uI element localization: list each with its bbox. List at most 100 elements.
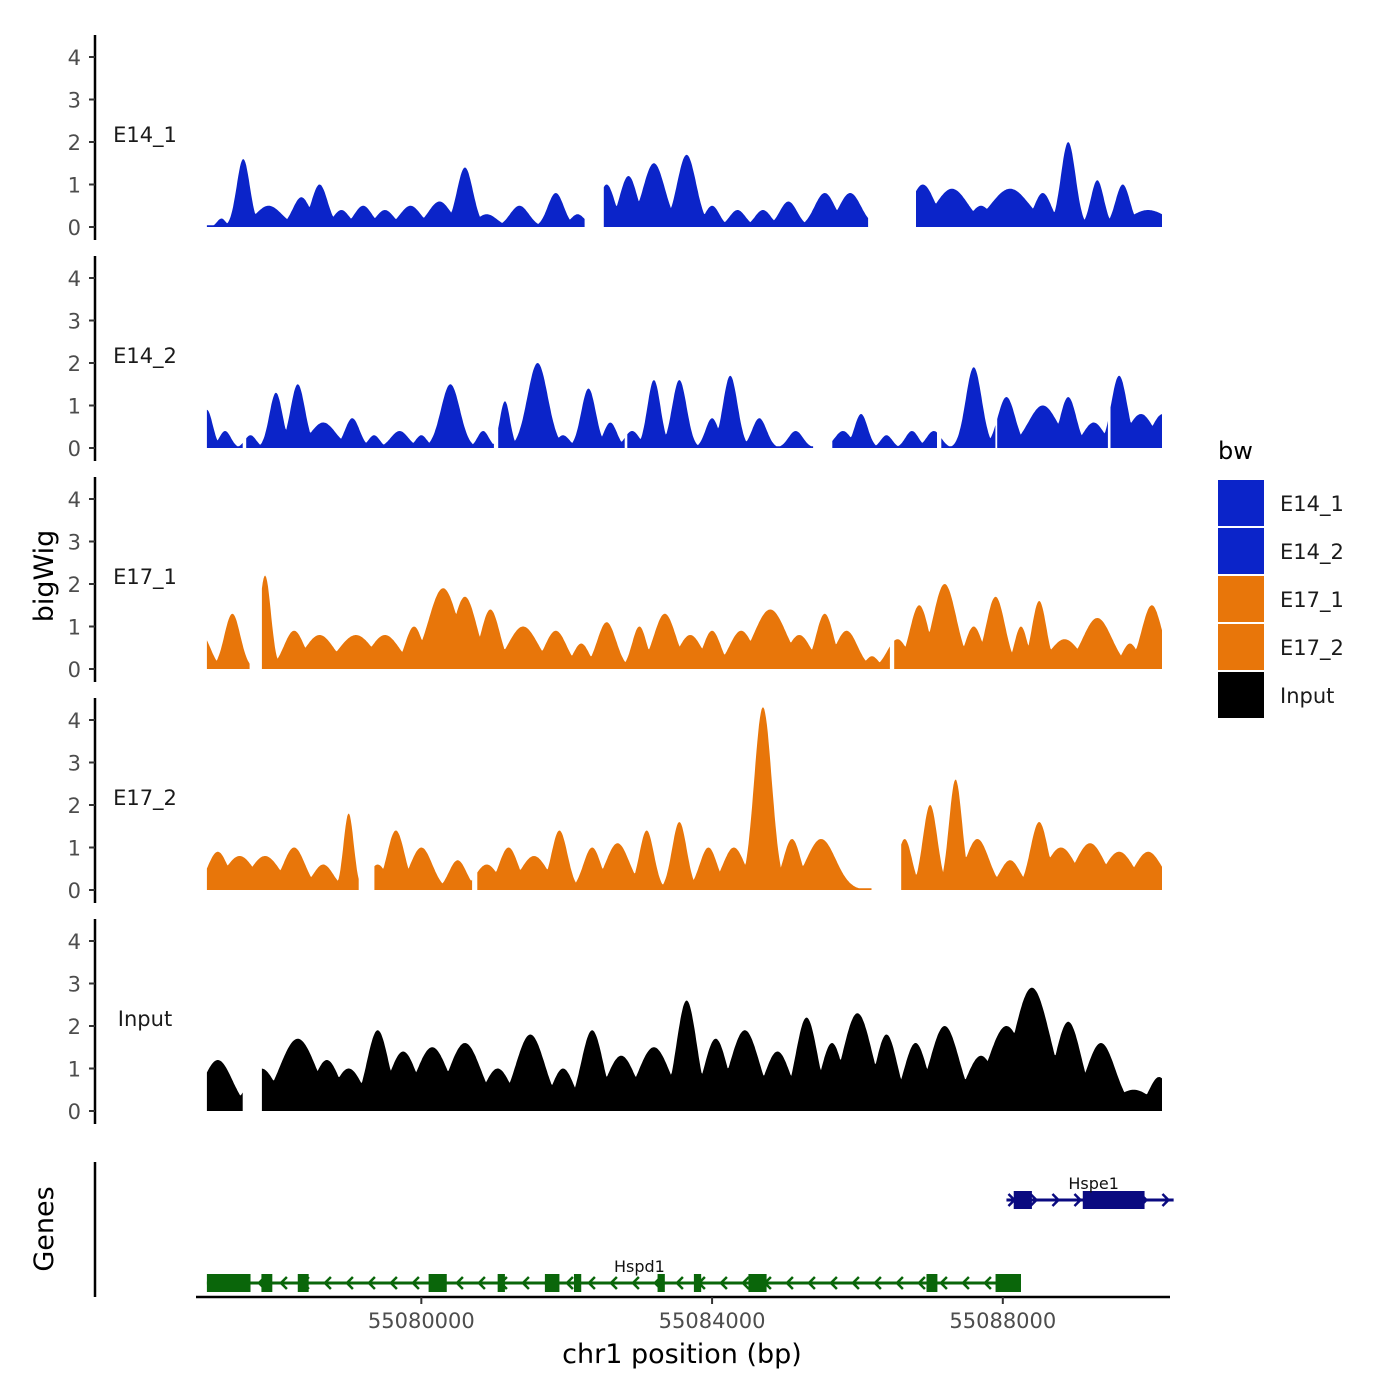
gene-exon xyxy=(297,1274,309,1292)
gene-exon xyxy=(657,1274,665,1292)
signal-area-e14-2 xyxy=(206,409,243,448)
strand-chevron xyxy=(1161,1193,1171,1207)
gene-exon xyxy=(428,1274,447,1292)
gene-exon xyxy=(748,1274,767,1292)
signal-area-e17-2 xyxy=(901,779,1162,890)
strand-chevron xyxy=(741,1276,750,1290)
legend-title: bw xyxy=(1218,437,1253,465)
strand-chevron xyxy=(873,1276,882,1290)
strand-chevron xyxy=(345,1276,354,1290)
legend-swatch xyxy=(1218,672,1264,718)
track-label: E14_1 xyxy=(113,123,177,148)
legend-label: E14_2 xyxy=(1280,540,1344,565)
gene-name-label: Hspd1 xyxy=(614,1257,665,1276)
strand-chevron xyxy=(807,1276,816,1290)
x-tick-label: 55080000 xyxy=(368,1309,475,1333)
y-axis-title: bigWig xyxy=(29,530,60,623)
y-tick-label: 0 xyxy=(68,437,81,461)
strand-chevron xyxy=(609,1276,618,1290)
y-tick-label: 2 xyxy=(68,573,81,597)
strand-chevron xyxy=(829,1276,838,1290)
x-axis-title: chr1 position (bp) xyxy=(562,1339,802,1370)
gene-name-label: Hspe1 xyxy=(1068,1174,1119,1193)
strand-chevron xyxy=(521,1276,530,1290)
strand-chevron xyxy=(895,1276,904,1290)
legend-label: Input xyxy=(1280,684,1334,708)
y-tick-label: 4 xyxy=(68,267,81,291)
track-panel-e14-2: 0 1 2 3 4 E14_2 xyxy=(68,256,1162,461)
track-label: E14_2 xyxy=(113,344,177,369)
y-tick-label: 2 xyxy=(68,352,81,376)
genes-panel: Hspe1 Hspd1 xyxy=(93,1162,1174,1297)
gene-exon xyxy=(1013,1191,1032,1209)
y-tick-label: 0 xyxy=(68,216,81,240)
strand-chevron xyxy=(455,1276,464,1290)
strand-chevron xyxy=(983,1276,992,1290)
track-label: Input xyxy=(118,1007,172,1031)
signal-area-e14-2 xyxy=(498,363,625,448)
signal-area-e14-1 xyxy=(603,154,869,227)
signal-area-input xyxy=(261,987,1162,1111)
y-tick-label: 4 xyxy=(68,46,81,70)
strand-chevron xyxy=(279,1276,288,1290)
signal-area-e14-2 xyxy=(832,414,937,448)
signal-area-e14-2 xyxy=(627,375,814,448)
strand-chevron xyxy=(939,1276,948,1290)
y-tick-label: 3 xyxy=(68,310,81,334)
strand-chevron xyxy=(323,1276,332,1290)
strand-chevron xyxy=(785,1276,794,1290)
strand-chevron xyxy=(851,1276,860,1290)
y-tick-label: 3 xyxy=(68,973,81,997)
y-tick-label: 4 xyxy=(68,488,81,512)
strand-chevron xyxy=(367,1276,376,1290)
y-tick-label: 2 xyxy=(68,131,81,155)
y-tick-label: 1 xyxy=(68,395,81,419)
gene-exon xyxy=(995,1274,1021,1292)
signal-area-e17-1 xyxy=(206,613,250,669)
signal-area-e14-2 xyxy=(1110,375,1162,448)
y-tick-label: 0 xyxy=(68,1100,81,1124)
gene-exon xyxy=(573,1274,582,1292)
y-tick-label: 3 xyxy=(68,752,81,776)
strand-chevron xyxy=(1051,1193,1061,1207)
legend-swatch xyxy=(1218,528,1264,574)
strand-chevron xyxy=(411,1276,420,1290)
signal-area-e14-1 xyxy=(206,159,585,227)
gene-exon xyxy=(926,1274,938,1292)
signal-area-e17-2 xyxy=(206,813,359,890)
legend-swatch xyxy=(1218,480,1264,526)
signal-area-e17-1 xyxy=(261,575,890,669)
legend-label: E17_2 xyxy=(1280,636,1344,661)
signal-area-e14-1 xyxy=(916,142,1162,227)
track-panel-e17-2: 0 1 2 3 4 E17_2 xyxy=(68,698,1162,903)
bigwig-panels: 0 1 2 3 4 E14_1 0 1 2 3 4 E14_2 0 1 2 3 4 E17_1 0 1 2 3 4 E17_2… xyxy=(68,35,1162,1124)
strand-chevron xyxy=(389,1276,398,1290)
legend-label: E14_1 xyxy=(1280,492,1344,517)
signal-area-e14-2 xyxy=(997,397,1108,448)
signal-area-e17-2 xyxy=(374,830,473,890)
legend-label: E17_1 xyxy=(1280,588,1344,613)
strand-chevron xyxy=(1073,1193,1083,1207)
track-label: E17_2 xyxy=(113,786,177,811)
track-panel-e17-1: 0 1 2 3 4 E17_1 xyxy=(68,477,1162,682)
strand-chevron xyxy=(565,1276,574,1290)
track-panel-e14-1: 0 1 2 3 4 E14_1 xyxy=(68,35,1162,240)
gene-hspe1: Hspe1 xyxy=(1006,1174,1174,1209)
y-tick-label: 0 xyxy=(68,879,81,903)
signal-area-e17-1 xyxy=(894,584,1162,669)
track-panel-input: 0 1 2 3 4 Input xyxy=(68,919,1162,1124)
y-tick-label: 4 xyxy=(68,930,81,954)
y-tick-label: 0 xyxy=(68,658,81,682)
y-tick-label: 2 xyxy=(68,794,81,818)
gene-exon xyxy=(497,1274,505,1292)
track-label: E17_1 xyxy=(113,565,177,590)
gene-exon xyxy=(261,1274,273,1292)
legend-swatch xyxy=(1218,576,1264,622)
y-tick-label: 4 xyxy=(68,709,81,733)
gene-exon xyxy=(206,1274,251,1292)
y-tick-label: 3 xyxy=(68,89,81,113)
genes-track-label: Genes xyxy=(29,1186,60,1271)
gene-exon xyxy=(1082,1191,1145,1209)
legend: bw E14_1 E14_2 E17_1 E17_2 Input xyxy=(1218,437,1344,718)
